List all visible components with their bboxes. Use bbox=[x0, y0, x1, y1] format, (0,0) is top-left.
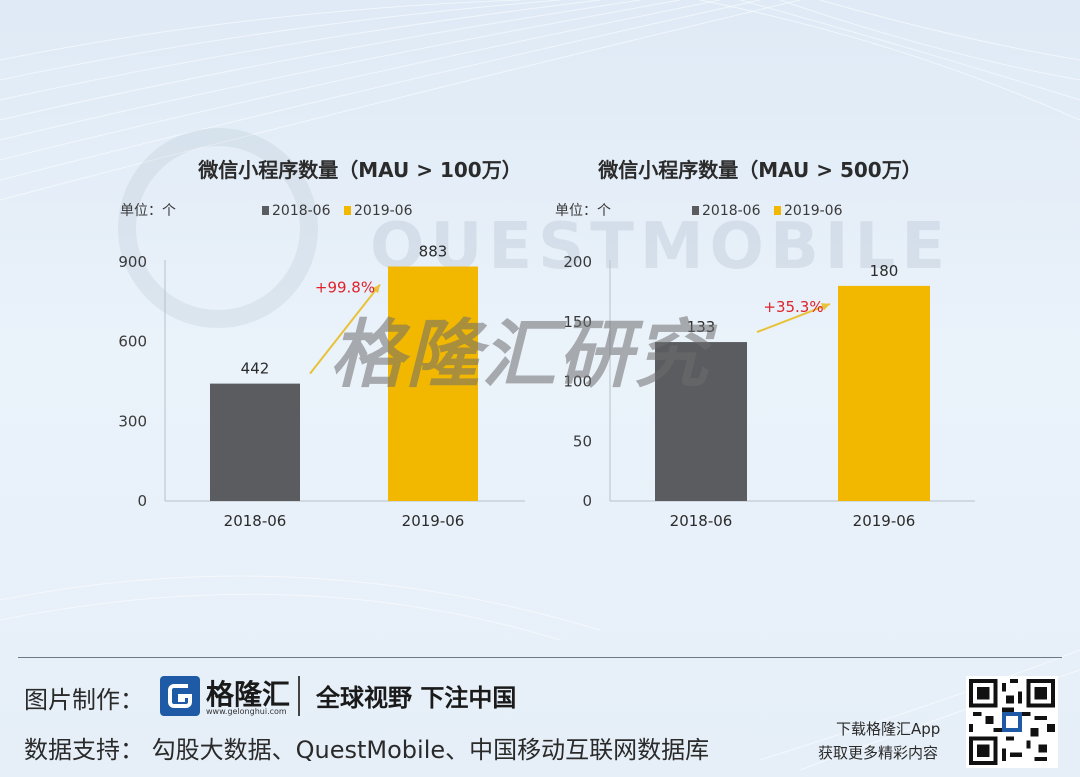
footer-made-by: 图片制作： bbox=[24, 686, 144, 714]
chart2-bar-2019-06 bbox=[838, 285, 930, 501]
chart2-y-tick-200: 200 bbox=[563, 253, 592, 271]
slogan: 全球视野 下注中国 bbox=[316, 684, 517, 712]
footer-divider-line bbox=[18, 657, 1062, 658]
chart1-unit-label: 单位：个 bbox=[120, 203, 176, 219]
chart1-title: 微信小程序数量（MAU > 100万） bbox=[197, 158, 521, 182]
chart2-bar-2018-06 bbox=[655, 342, 747, 501]
chart1-legend-label-2019-06: 2019-06 bbox=[354, 203, 413, 219]
chart1-x-label-2018-06: 2018-06 bbox=[224, 512, 287, 530]
qr-code-icon[interactable] bbox=[966, 676, 1058, 768]
chart2-y-tick-100: 100 bbox=[563, 373, 592, 391]
chart1-legend-swatch-2019-06 bbox=[344, 206, 351, 215]
gelonghui-research-watermark: 格隆汇研究 bbox=[330, 312, 710, 398]
chart1-legend-swatch-2018-06 bbox=[262, 206, 269, 215]
chart2-y-tick-0: 0 bbox=[582, 492, 592, 510]
chart1-growth-label: +99.8% bbox=[315, 279, 375, 297]
chart2-legend-swatch-2019-06 bbox=[774, 206, 781, 215]
chart2-legend-label-2019-06: 2019-06 bbox=[784, 203, 843, 219]
chart2-x-label-2018-06: 2018-06 bbox=[670, 512, 733, 530]
brand-url[interactable]: www.gelonghui.com bbox=[206, 707, 287, 716]
chart1-y-tick-900: 900 bbox=[118, 253, 147, 271]
chart1-y-tick-600: 600 bbox=[118, 333, 147, 351]
chart2-x-label-2019-06: 2019-06 bbox=[853, 512, 916, 530]
chart2-legend-swatch-2018-06 bbox=[692, 206, 699, 215]
chart1-bar-value-2018-06: 442 bbox=[241, 360, 270, 378]
chart2-y-tick-50: 50 bbox=[573, 432, 592, 450]
chart1-bar-2018-06 bbox=[210, 383, 300, 501]
charts-canvas: 微信小程序数量（MAU > 100万） 单位：个 2018-06 2019-06 0 30… bbox=[118, 158, 975, 530]
chart1-legend-label-2018-06: 2018-06 bbox=[272, 203, 331, 219]
data-source: 数据支持： 勾股大数据、QuestMobile、中国移动互联网数据库 bbox=[24, 736, 710, 764]
chart2-bar-value-2018-06: 133 bbox=[687, 318, 716, 336]
chart2-growth-arrow-head bbox=[821, 303, 830, 311]
chart2-growth-label: +35.3% bbox=[763, 298, 823, 316]
chart1-y-tick-300: 300 bbox=[118, 412, 147, 430]
chart1-growth-arrow-head bbox=[371, 284, 380, 294]
chart1-x-label-2019-06: 2019-06 bbox=[402, 512, 465, 530]
more-content-text: 获取更多精彩内容 bbox=[818, 744, 939, 762]
chart1-bar-2019-06 bbox=[388, 266, 478, 501]
chart2-legend-label-2018-06: 2018-06 bbox=[702, 203, 761, 219]
chart2-y-tick-150: 150 bbox=[563, 313, 592, 331]
chart2-bar-value-2019-06: 180 bbox=[870, 262, 899, 280]
download-app-text: 下载格隆汇App bbox=[836, 720, 941, 738]
chart2-title: 微信小程序数量（MAU > 500万） bbox=[597, 158, 921, 182]
chart2-growth-arrow-line bbox=[756, 302, 831, 333]
chart1-bar-value-2019-06: 883 bbox=[419, 243, 448, 261]
gelonghui-logo-icon bbox=[160, 676, 200, 716]
chart1-y-tick-0: 0 bbox=[137, 492, 147, 510]
chart1-growth-arrow-line bbox=[309, 283, 381, 375]
chart2-unit-label: 单位：个 bbox=[555, 203, 611, 219]
brand-name: 格隆汇 bbox=[206, 678, 291, 711]
footer-vertical-divider bbox=[298, 676, 300, 716]
